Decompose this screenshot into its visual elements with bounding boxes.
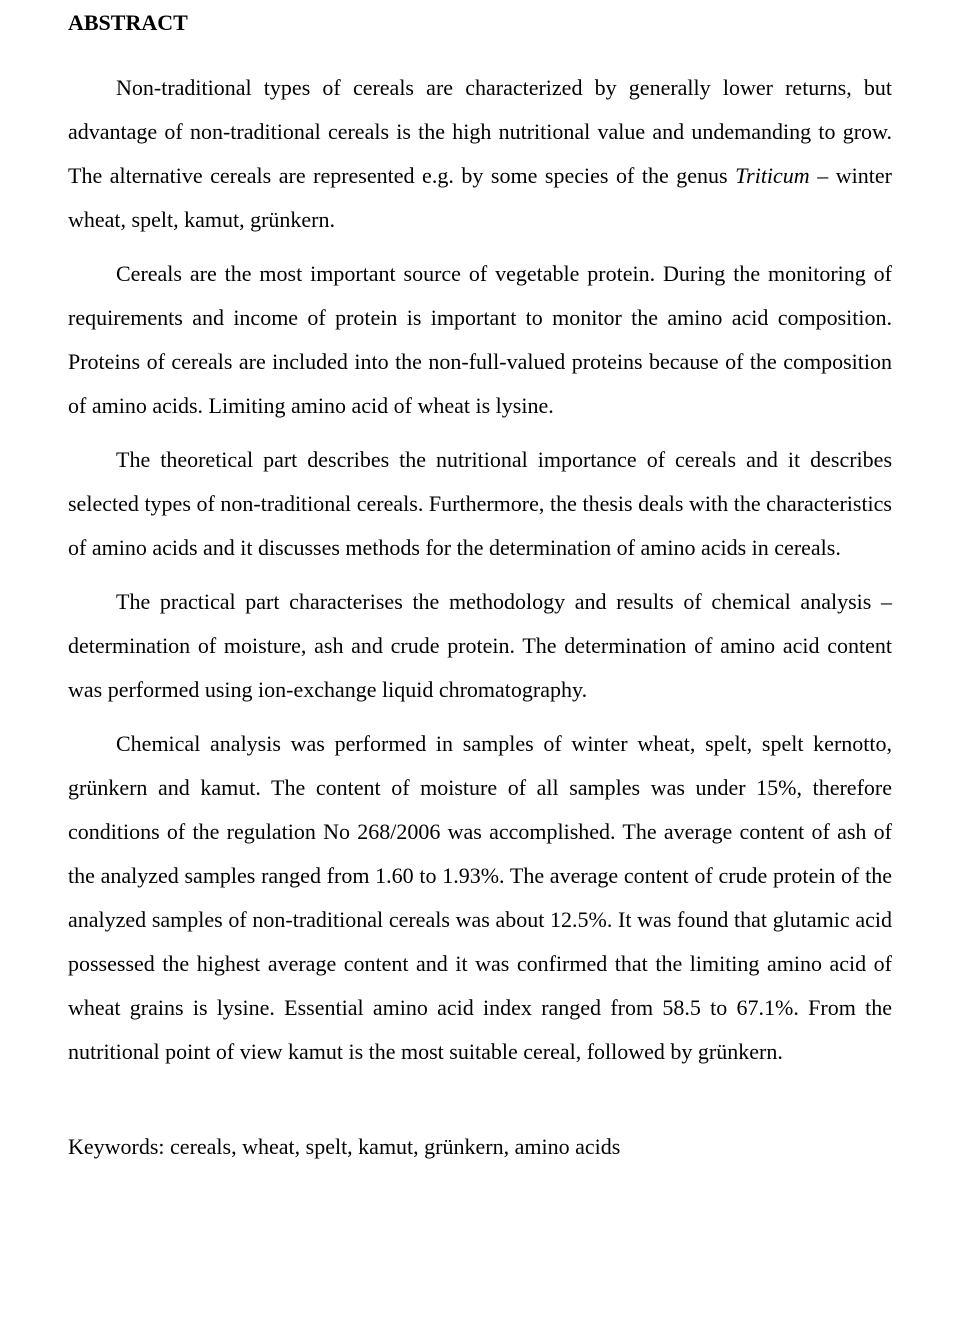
keywords-line: Keywords: cereals, wheat, spelt, kamut, … bbox=[68, 1134, 892, 1160]
page: ABSTRACT Non-traditional types of cereal… bbox=[0, 0, 960, 1317]
abstract-title: ABSTRACT bbox=[68, 10, 892, 36]
paragraph-2: Cereals are the most important source of… bbox=[68, 252, 892, 428]
paragraph-1: Non-traditional types of cereals are cha… bbox=[68, 66, 892, 242]
paragraph-5: Chemical analysis was performed in sampl… bbox=[68, 722, 892, 1074]
paragraph-4: The practical part characterises the met… bbox=[68, 580, 892, 712]
paragraph-3: The theoretical part describes the nutri… bbox=[68, 438, 892, 570]
p1-text-italic: Triticum bbox=[735, 163, 810, 188]
